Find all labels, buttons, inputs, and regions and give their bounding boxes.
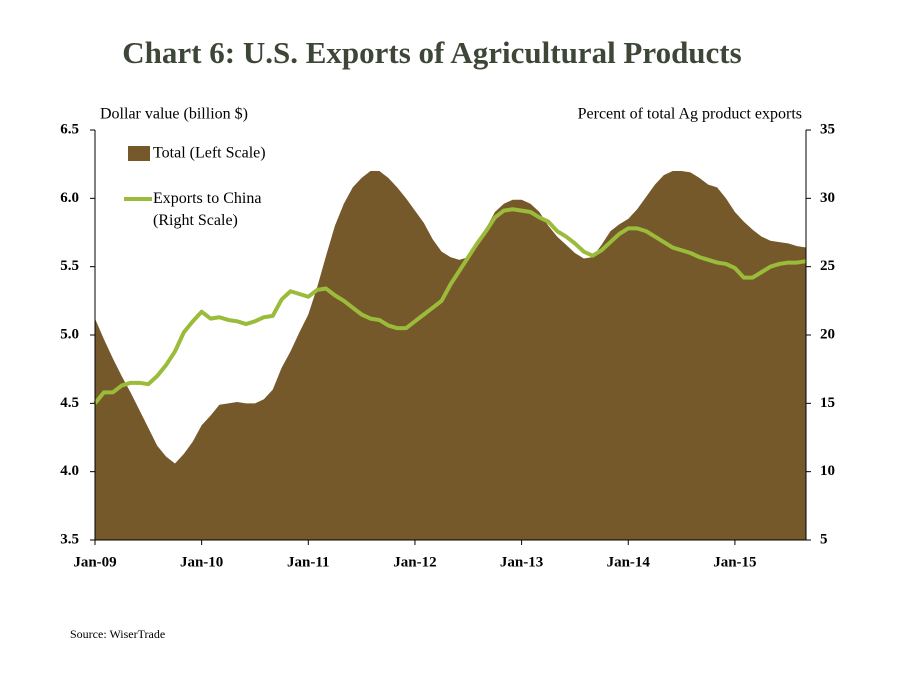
legend-label: Total (Left Scale) [153, 145, 266, 162]
x-tick-label: Jan-09 [73, 554, 116, 570]
y-tick-label: 4.5 [60, 395, 79, 411]
y-tick-label: 4.0 [60, 463, 79, 479]
y2-axis-label: Percent of total Ag product exports [578, 106, 802, 123]
y-tick-label: 3.5 [60, 531, 79, 547]
source: Source: WiserTrade [70, 627, 165, 641]
x-tick-label: Jan-11 [287, 554, 330, 570]
x-tick-label: Jan-10 [180, 554, 223, 570]
x-tick-label: Jan-13 [500, 554, 543, 570]
y2-tick-label: 20 [820, 326, 835, 342]
line [93, 207, 807, 405]
y2-tick-label: 5 [820, 531, 828, 547]
y-tick-label: 5.0 [60, 326, 79, 342]
y2-tick-label: 15 [820, 395, 835, 411]
x-tick-label: Jan-15 [713, 554, 756, 570]
legend-swatch [128, 146, 150, 161]
y2-tick-label: 10 [820, 463, 835, 479]
y2-tick-label: 35 [820, 121, 835, 137]
y2-tick-label: 25 [820, 258, 835, 274]
y-tick-label: 5.5 [60, 258, 79, 274]
area [95, 171, 806, 540]
y-axis-label: Dollar value (billion $) [100, 106, 248, 123]
y2-tick-label: 30 [820, 190, 835, 206]
y-tick-label: 6.5 [60, 121, 79, 137]
x-tick-label: Jan-12 [393, 554, 436, 570]
chart-title: Chart 6: U.S. Exports of Agricultural Pr… [122, 35, 741, 70]
y-tick-label: 6.0 [60, 190, 79, 206]
legend-label: Exports to China (Right Scale) [153, 190, 262, 229]
x-tick-label: Jan-14 [607, 554, 651, 570]
